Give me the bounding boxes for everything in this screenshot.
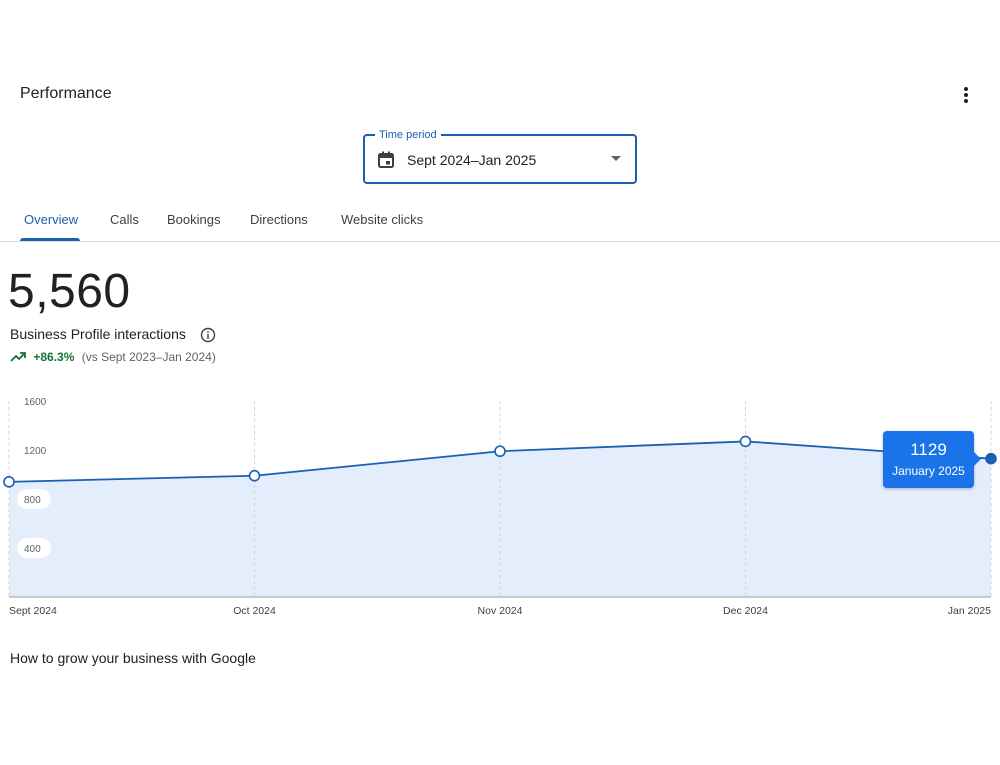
tab-bar: Overview Calls Bookings Directions Websi… <box>0 203 1000 242</box>
grow-business-link[interactable]: How to grow your business with Google <box>10 650 256 666</box>
time-period-label: Time period <box>375 128 441 142</box>
y-tick-label: 400 <box>24 544 41 555</box>
y-tick-background <box>17 538 51 558</box>
data-point[interactable] <box>739 435 752 448</box>
calendar-icon <box>378 151 394 168</box>
data-point[interactable] <box>3 476 15 488</box>
more-options-button[interactable] <box>952 82 980 108</box>
tab-calls[interactable]: Calls <box>110 212 139 227</box>
tooltip-label: January 2025 <box>892 464 965 478</box>
tab-website-clicks[interactable]: Website clicks <box>341 212 424 227</box>
x-tick-label: Dec 2024 <box>723 605 768 617</box>
metric-label: Business Profile interactions <box>10 326 186 342</box>
trend-percent: +86.3% <box>33 350 75 364</box>
x-tick-label: Nov 2024 <box>478 605 523 617</box>
active-tab-indicator <box>20 238 80 241</box>
page-title: Performance <box>20 85 112 102</box>
tab-bookings[interactable]: Bookings <box>167 212 221 227</box>
y-tick-background <box>17 440 51 460</box>
chart-area <box>9 441 991 597</box>
x-tick-label: Sept 2024 <box>9 605 57 617</box>
more-vert-icon <box>964 87 968 103</box>
y-tick-label: 1200 <box>24 446 47 457</box>
x-tick-label: Jan 2025 <box>948 605 991 617</box>
info-icon[interactable] <box>200 327 216 343</box>
data-point[interactable] <box>494 445 506 458</box>
x-tick-label: Oct 2024 <box>233 605 276 617</box>
y-tick-label: 800 <box>24 495 41 506</box>
y-tick-background <box>17 391 51 411</box>
chart-tooltip: 1129 January 2025 <box>883 431 981 488</box>
tab-directions[interactable]: Directions <box>250 212 308 227</box>
data-point[interactable] <box>985 452 997 465</box>
interactions-total: 5,560 <box>8 265 131 318</box>
y-tick-label: 1600 <box>24 397 47 408</box>
time-period-value: Sept 2024–Jan 2025 <box>407 152 537 168</box>
trending-up-icon <box>10 352 26 362</box>
time-period-select[interactable]: Time period Sept 2024–Jan 2025 <box>363 128 637 184</box>
trend-row: +86.3% (vs Sept 2023–Jan 2024) <box>10 350 216 364</box>
tooltip-value: 1129 <box>910 440 947 459</box>
tooltip-arrow <box>973 451 981 467</box>
arrow-drop-down-icon <box>611 156 621 161</box>
data-point[interactable] <box>248 469 261 482</box>
tab-overview[interactable]: Overview <box>24 212 79 227</box>
trend-comparison: (vs Sept 2023–Jan 2024) <box>81 350 216 364</box>
interactions-chart: 1600 1200 800 400 Sept 2024 Oct 2024 Nov 2024… <box>3 391 997 617</box>
y-tick-background <box>17 489 51 509</box>
